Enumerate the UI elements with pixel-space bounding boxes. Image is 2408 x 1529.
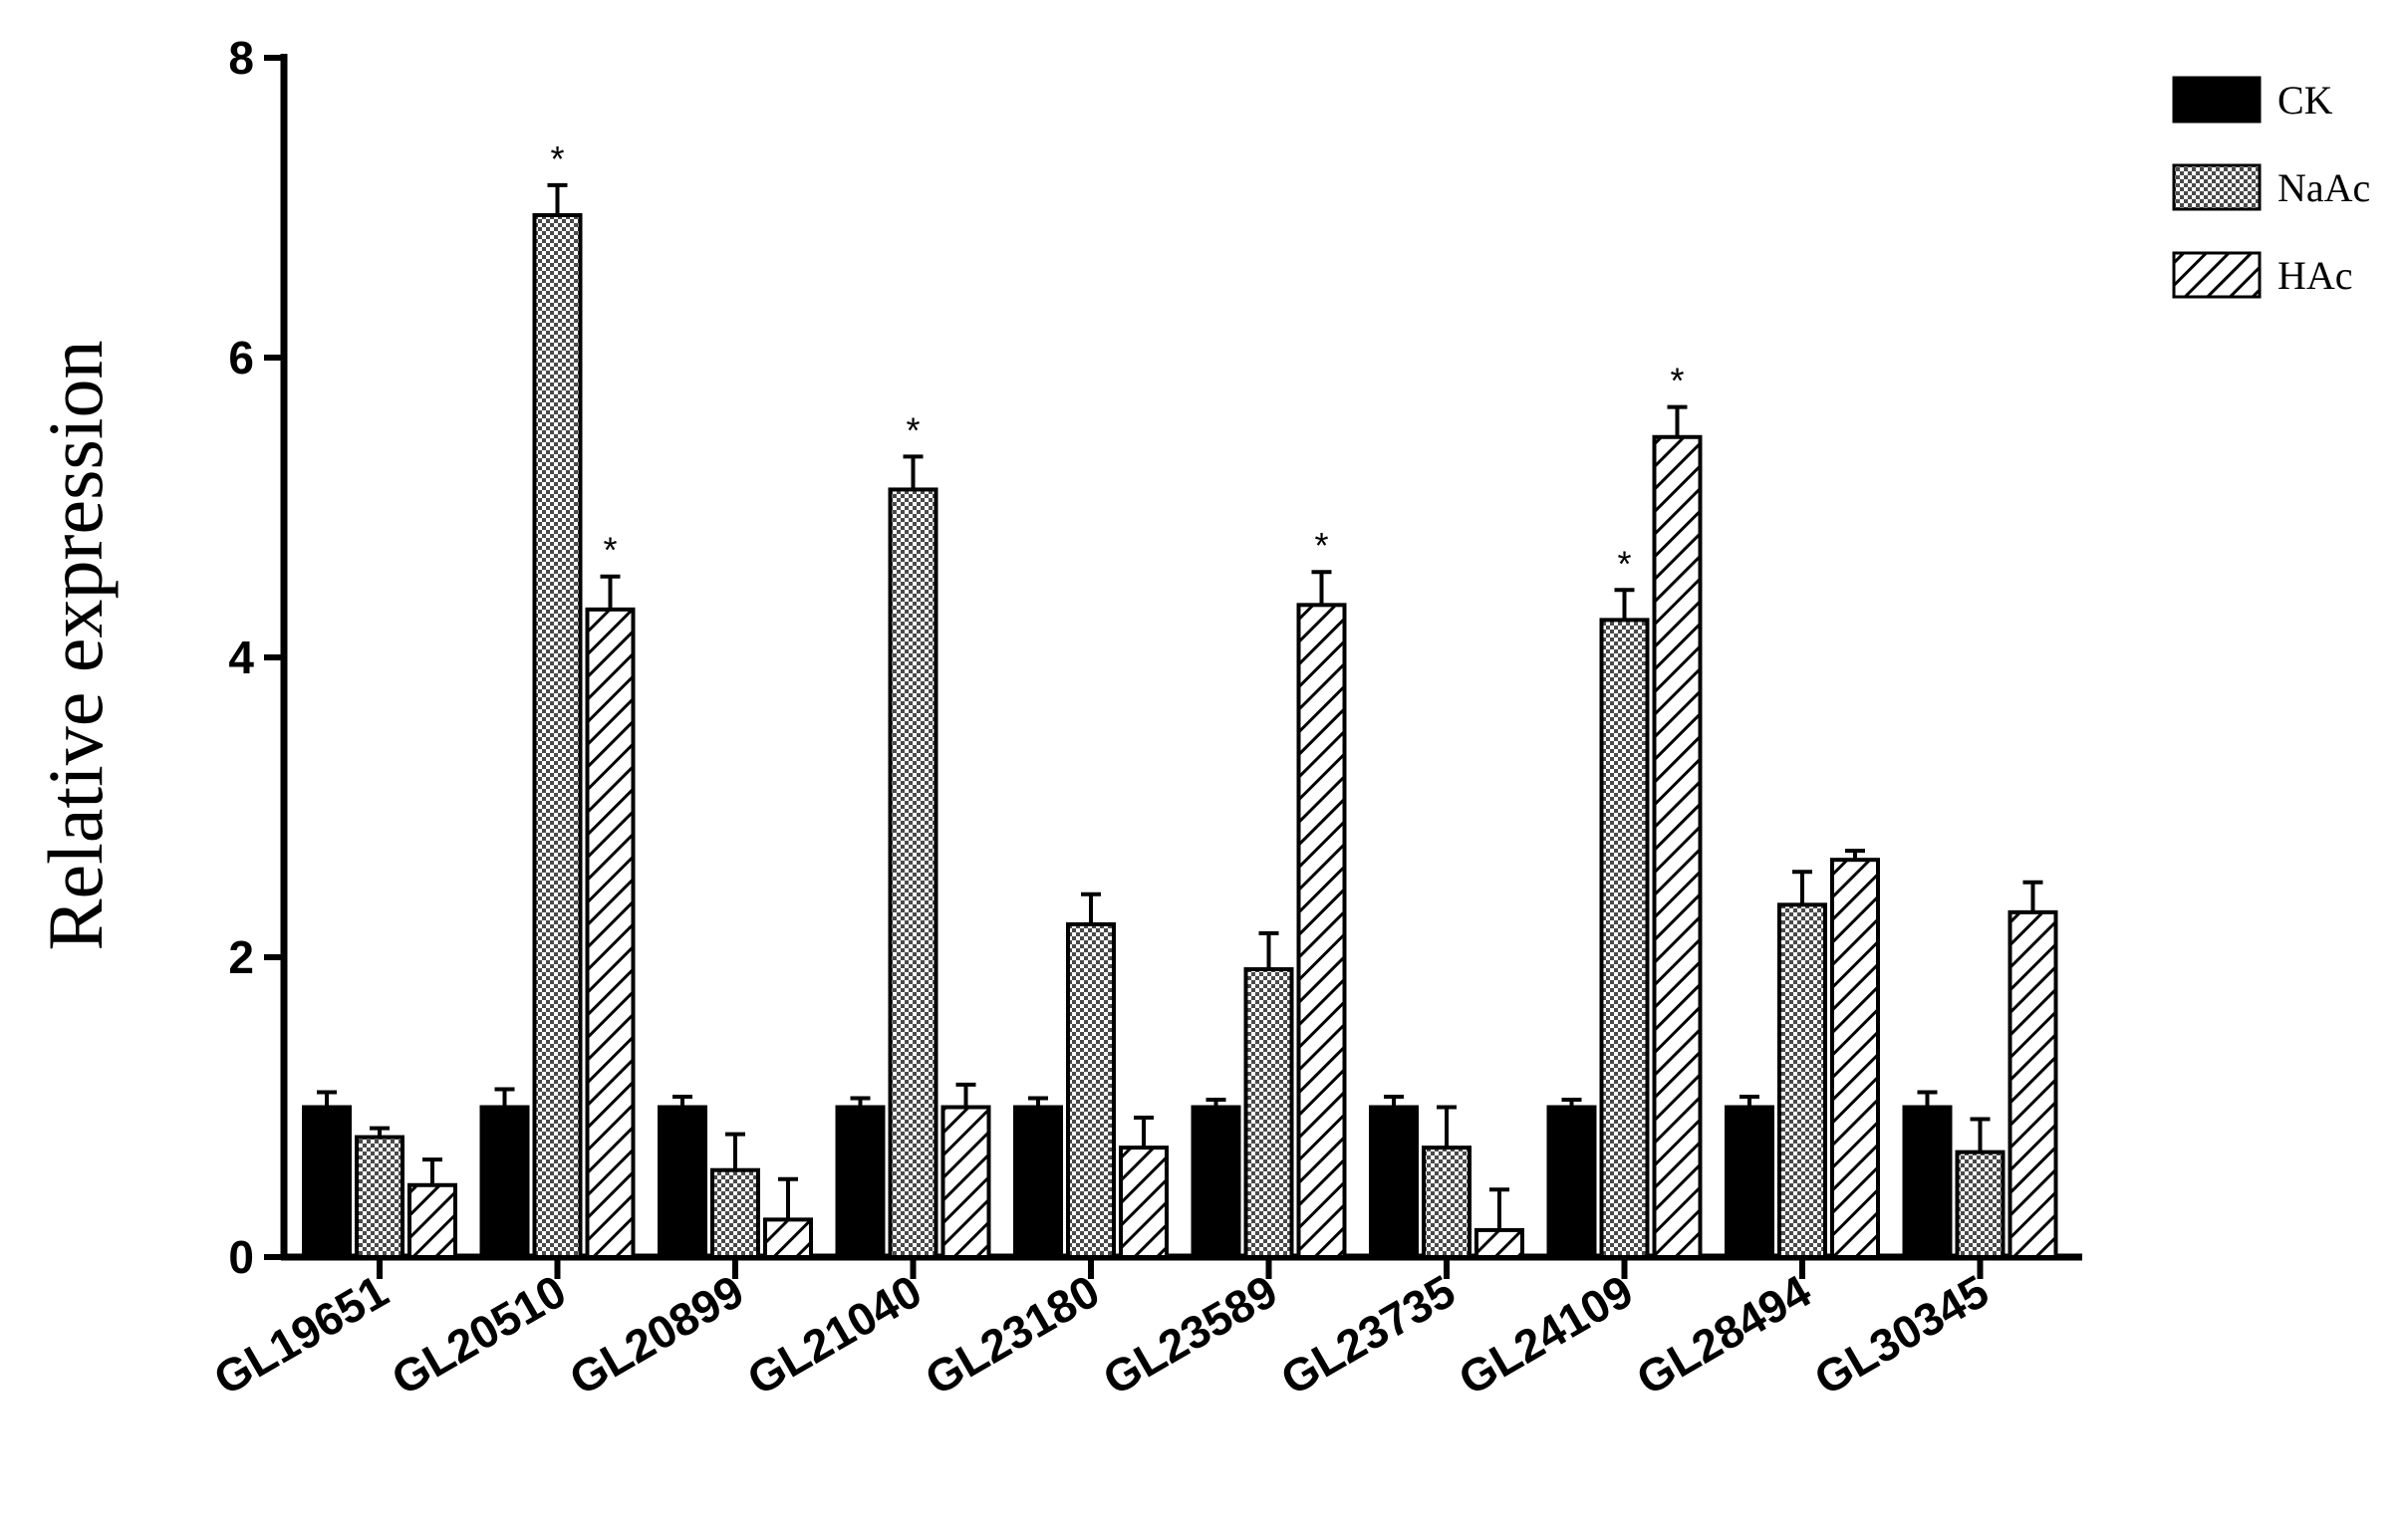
bar [1243,967,1294,1259]
x-tick-label: GL20510 [383,1265,574,1405]
bar [1955,1149,2006,1260]
bar [940,1105,991,1259]
y-tick-label: 0 [228,1231,254,1283]
legend-label: CK [2277,78,2333,123]
x-tick-label: GL23735 [1272,1265,1464,1405]
legend: CK NaAc HAc [2172,76,2370,299]
legend-label: HAc [2277,253,2353,298]
legend-swatch [2172,251,2262,299]
x-tick-label: GL19651 [205,1265,397,1405]
bar [302,1105,352,1259]
bar [888,487,938,1259]
bar [835,1105,886,1259]
bar [355,1135,404,1259]
bar [407,1182,457,1260]
bar [585,607,636,1259]
y-tick-label: 8 [228,32,254,84]
bar [1191,1105,1241,1259]
plot-area: 02468GL19651**GL20510GL20899*GL21040GL23… [205,32,2082,1405]
bar [1066,921,1116,1259]
x-tick-label: GL24109 [1450,1265,1641,1405]
legend-label: NaAc [2277,165,2370,210]
bar [1422,1146,1472,1260]
y-tick-label: 2 [228,931,254,983]
significance-marker: * [1314,525,1328,566]
significance-marker: * [1617,543,1631,584]
significance-marker: * [1670,361,1684,401]
bar [1013,1105,1063,1259]
x-tick-label: GL20899 [561,1265,752,1405]
legend-swatch [2172,163,2262,211]
bar [1474,1227,1524,1260]
bar [710,1167,760,1259]
y-axis-title: Relative expression [32,341,119,951]
bar [1725,1105,1774,1259]
bar [1777,902,1827,1259]
x-tick-label: GL30345 [1805,1265,1997,1405]
bar [479,1105,530,1259]
significance-marker: * [603,530,617,571]
significance-marker: * [550,138,564,179]
bar [1902,1105,1953,1259]
bar [763,1217,813,1259]
bar [2007,909,2058,1259]
bar [658,1105,707,1259]
bar [1830,858,1880,1259]
bar [1599,618,1650,1259]
x-tick-label: GL28494 [1628,1264,1819,1404]
bar [1119,1146,1169,1260]
x-tick-label: GL23180 [917,1265,1108,1405]
bar [1546,1105,1597,1259]
x-tick-label: GL21040 [738,1265,930,1405]
bar [532,213,583,1259]
bar [1369,1105,1419,1259]
y-tick-label: 4 [228,632,254,683]
y-tick-label: 6 [228,332,254,383]
bar [1652,434,1703,1259]
legend-swatch [2172,76,2262,124]
significance-marker: * [906,409,920,450]
bar [1296,603,1347,1259]
x-tick-label: GL23589 [1094,1265,1285,1405]
